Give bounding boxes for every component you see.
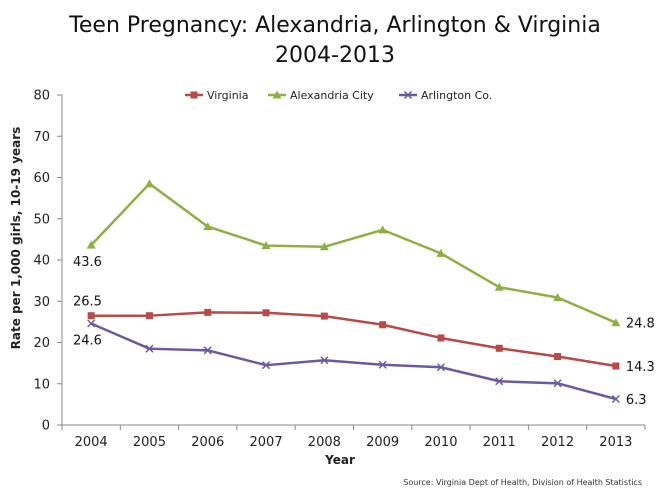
data-point-arlington-co — [378, 360, 387, 369]
series-line-virginia — [91, 311, 617, 368]
data-point-virginia — [379, 321, 387, 329]
x-tick-label: 2004 — [75, 435, 108, 450]
data-point-virginia — [145, 312, 153, 320]
x-tick-label: 2011 — [483, 435, 516, 450]
source-note: Source: Virginia Dept of Health, Divisio… — [403, 478, 642, 487]
chart-title-line1: Teen Pregnancy: Alexandria, Arlington & … — [68, 13, 601, 38]
legend-marker-virginia — [190, 91, 198, 99]
x-tick-label: 2009 — [366, 435, 399, 450]
data-point-alexandria-city — [144, 179, 154, 188]
y-tick-label: 80 — [33, 89, 50, 104]
annotations: 43.6 26.5 24.6 24.8 14.3 6.3 — [73, 255, 655, 408]
data-point-alexandria-city — [553, 293, 563, 302]
data-point-alexandria-city — [378, 225, 388, 234]
data-point-alexandria-city — [319, 242, 329, 251]
data-point-arlington-co — [262, 361, 271, 370]
legend-marker-arlington-co — [403, 90, 413, 100]
series-virginia — [87, 308, 620, 370]
data-point-arlington-co — [320, 356, 329, 365]
x-tick-label: 2006 — [191, 435, 224, 450]
data-point-arlington-co — [87, 319, 96, 328]
data-point-arlington-co — [436, 363, 445, 372]
data-label: 24.8 — [626, 317, 655, 332]
x-axis-title: Year — [324, 453, 355, 467]
x-tick-label: 2013 — [599, 435, 632, 450]
data-point-virginia — [87, 312, 95, 320]
data-point-alexandria-city — [203, 222, 213, 231]
data-label: 43.6 — [73, 255, 102, 270]
legend-marker-alexandria-city — [272, 90, 282, 99]
series-layer — [86, 179, 621, 404]
data-point-virginia — [262, 309, 270, 317]
data-point-arlington-co — [553, 379, 562, 388]
y-tick-label: 70 — [33, 130, 50, 145]
x-tick-label: 2010 — [424, 435, 457, 450]
data-label: 14.3 — [626, 360, 655, 375]
series-line-arlington-co — [90, 322, 617, 401]
y-tick-label: 40 — [33, 254, 50, 269]
y-tick-label: 30 — [33, 295, 50, 310]
y-tick-label: 60 — [33, 171, 50, 186]
data-point-virginia — [495, 344, 503, 352]
y-tick-label: 50 — [33, 212, 50, 227]
series-alexandria-city — [86, 179, 621, 327]
x-tick-label: 2012 — [541, 435, 574, 450]
y-axis-title: Rate per 1,000 girls, 10-19 years — [9, 127, 23, 350]
series-line-alexandria-city — [90, 182, 617, 324]
series-arlington-co — [87, 319, 620, 404]
y-tick-label: 0 — [42, 419, 50, 434]
y-tick-label: 10 — [33, 377, 50, 392]
data-point-alexandria-city — [611, 318, 621, 327]
data-point-arlington-co — [203, 346, 212, 355]
data-point-alexandria-city — [261, 241, 271, 250]
data-point-alexandria-city — [86, 240, 96, 249]
data-point-virginia — [437, 334, 445, 342]
axes: 0 10 20 30 40 50 60 70 80 2004 2005 2006 2007 2008 200… — [33, 89, 646, 450]
chart-title-line2: 2004-2013 — [275, 43, 395, 68]
data-label: 24.6 — [73, 334, 102, 349]
data-point-alexandria-city — [494, 282, 504, 291]
data-point-alexandria-city — [436, 248, 446, 257]
x-tick-label: 2007 — [250, 435, 283, 450]
data-point-virginia — [320, 312, 328, 320]
legend-label-arlington-co: Arlington Co. — [421, 89, 492, 102]
y-tick-label: 20 — [33, 336, 50, 351]
data-point-arlington-co — [495, 377, 504, 386]
data-point-virginia — [554, 353, 562, 361]
data-point-arlington-co — [611, 394, 620, 404]
legend-label-alexandria-city: Alexandria City — [290, 89, 374, 102]
data-point-virginia — [612, 362, 620, 370]
x-tick-label: 2008 — [308, 435, 341, 450]
x-tick-label: 2005 — [133, 435, 166, 450]
data-label: 26.5 — [73, 295, 102, 310]
data-point-arlington-co — [145, 344, 154, 353]
legend-label-virginia: Virginia — [207, 89, 248, 102]
legend: Virginia Alexandria City Arlington Co. — [185, 89, 492, 102]
data-point-virginia — [204, 308, 212, 316]
data-label: 6.3 — [626, 393, 647, 408]
